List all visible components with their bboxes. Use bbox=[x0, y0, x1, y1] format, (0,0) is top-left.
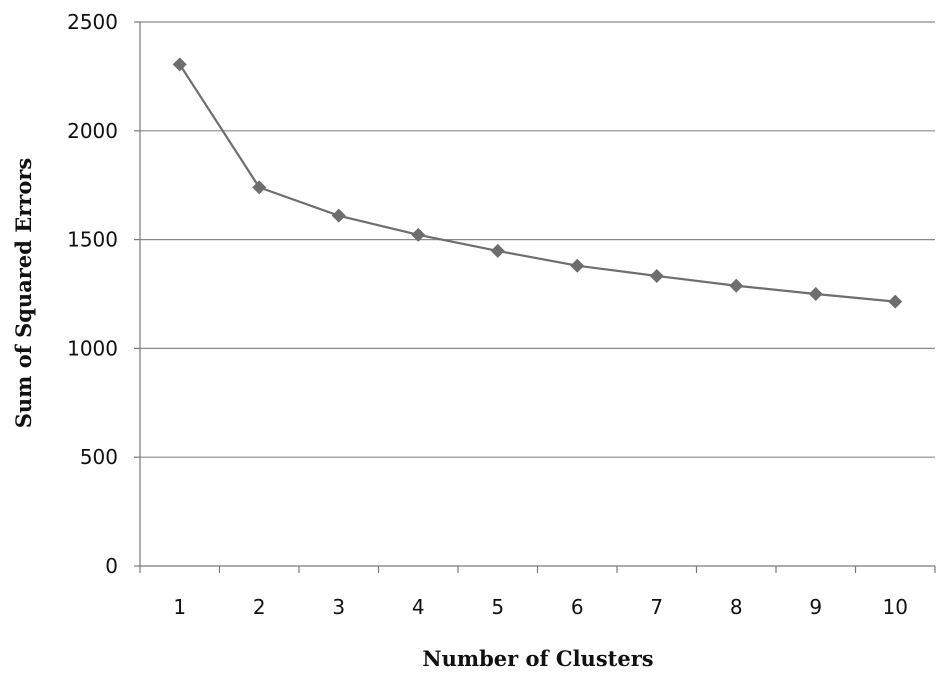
series-line bbox=[178, 63, 896, 303]
y-tick-label: 2000 bbox=[67, 119, 118, 143]
x-tick-label: 1 bbox=[173, 595, 186, 619]
data-point-marker bbox=[888, 294, 903, 309]
data-point-marker bbox=[411, 227, 426, 242]
y-tick-label: 1500 bbox=[67, 228, 118, 252]
x-tick-label: 4 bbox=[412, 595, 425, 619]
x-tick-labels: 1 2 3 4 5 6 7 8 9 10 bbox=[173, 595, 908, 619]
data-point-marker bbox=[490, 243, 505, 258]
x-tick-label: 5 bbox=[491, 595, 504, 619]
data-point-marker bbox=[331, 208, 346, 223]
data-point-marker bbox=[808, 287, 823, 301]
y-tick-label: 1000 bbox=[67, 336, 118, 360]
data-point-marker bbox=[649, 268, 664, 283]
axes bbox=[134, 21, 936, 573]
x-tick-label: 10 bbox=[883, 595, 908, 619]
y-axis-title: Sum of Squared Errors bbox=[11, 158, 36, 429]
x-axis-title: Number of Clusters bbox=[422, 646, 653, 671]
data-point-marker bbox=[729, 278, 744, 293]
x-tick-label: 8 bbox=[730, 595, 743, 619]
x-tick-label: 9 bbox=[809, 595, 822, 619]
y-tick-label: 0 bbox=[105, 554, 118, 578]
series bbox=[172, 57, 903, 309]
x-tick-label: 7 bbox=[650, 595, 663, 619]
x-tick-label: 6 bbox=[571, 595, 584, 619]
x-tick-label: 3 bbox=[332, 595, 345, 619]
y-tick-label: 2500 bbox=[67, 10, 118, 34]
x-tick-label: 2 bbox=[253, 595, 266, 619]
data-point-marker bbox=[252, 180, 267, 195]
y-tick-labels: 0 500 1000 1500 2000 2500 bbox=[67, 10, 118, 578]
gridlines bbox=[140, 21, 935, 458]
data-point-marker bbox=[570, 258, 585, 273]
data-point-marker bbox=[172, 57, 187, 72]
y-tick-label: 500 bbox=[80, 445, 118, 469]
